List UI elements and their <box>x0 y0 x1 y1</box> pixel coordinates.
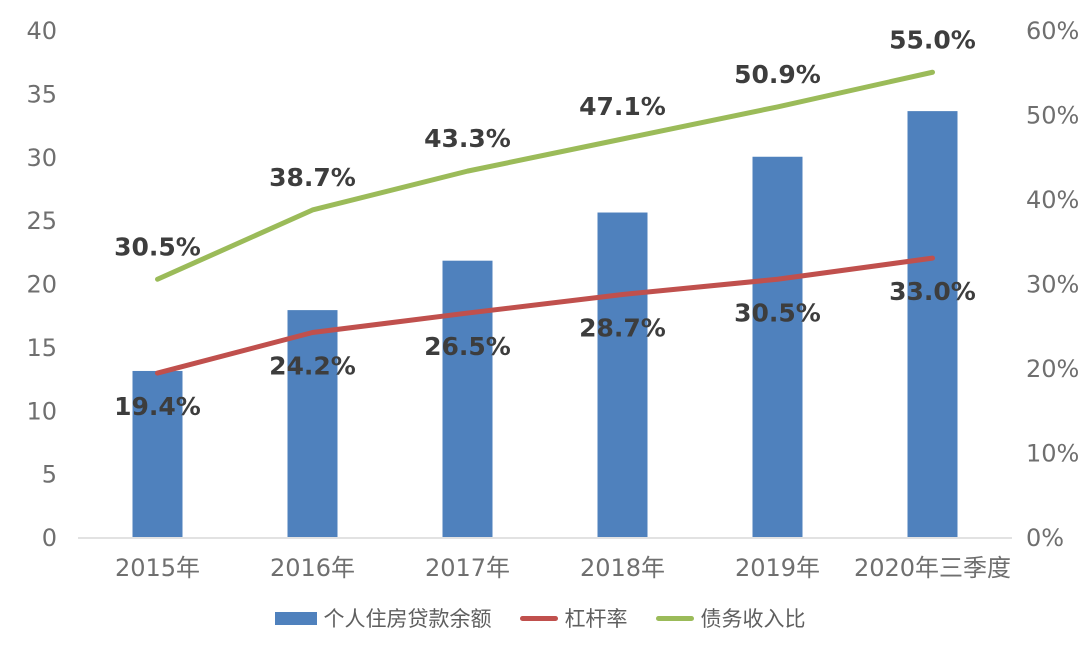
legend-swatch-leverage-ratio <box>519 615 558 621</box>
right-axis-tick-20%: 20% <box>1026 355 1079 383</box>
chart-legend: 个人住房贷款余额 杠杆率 债务收入比 <box>0 601 1080 635</box>
legend-item-debt-to-income: 债务收入比 <box>655 603 806 633</box>
legend-item-housing-loan-balance: 个人住房贷款余额 <box>274 603 492 633</box>
x-axis-label-6: 2020年三季度 <box>854 554 1011 582</box>
left-axis-tick-15: 15 <box>26 334 57 362</box>
line-debt-to-income <box>155 69 935 282</box>
right-axis-tick-0%: 0% <box>1026 524 1064 552</box>
line-leverage-ratio <box>155 255 935 376</box>
right-axis-tick-30%: 30% <box>1026 271 1079 299</box>
legend-swatch-debt-to-income <box>655 615 694 621</box>
left-axis-tick-5: 5 <box>42 461 57 489</box>
left-axis-tick-20: 20 <box>26 271 57 299</box>
data-label-debt-to-income-4: 47.1% <box>579 92 666 121</box>
data-label-leverage-ratio-6: 33.0% <box>889 277 976 306</box>
legend-label-leverage-ratio: 杠杆率 <box>564 607 628 631</box>
bar-housing-loan-balance-4 <box>597 212 648 537</box>
x-axis-label-3: 2017年 <box>425 554 510 582</box>
left-axis-tick-10: 10 <box>26 397 57 425</box>
legend-swatch-housing-loan-balance <box>274 611 317 625</box>
bar-housing-loan-balance-3 <box>442 260 493 537</box>
data-label-debt-to-income-6: 55.0% <box>889 25 976 54</box>
data-label-leverage-ratio-4: 28.7% <box>579 313 666 342</box>
bar-housing-loan-balance-6 <box>907 111 958 538</box>
data-label-debt-to-income-1: 30.5% <box>114 232 201 261</box>
data-label-debt-to-income-3: 43.3% <box>424 124 511 153</box>
data-label-leverage-ratio-5: 30.5% <box>734 298 821 327</box>
data-label-leverage-ratio-3: 26.5% <box>424 332 511 361</box>
legend-item-leverage-ratio: 杠杆率 <box>519 603 628 633</box>
legend-label-housing-loan-balance: 个人住房贷款余额 <box>323 607 492 631</box>
bar-housing-loan-balance-1 <box>132 370 183 537</box>
bar-housing-loan-balance-5 <box>752 156 803 537</box>
right-axis-tick-40%: 40% <box>1026 186 1079 214</box>
right-axis-tick-50%: 50% <box>1026 102 1079 130</box>
x-axis-label-5: 2019年 <box>735 554 820 582</box>
left-axis-tick-0: 0 <box>42 524 57 552</box>
legend-label-debt-to-income: 债务收入比 <box>700 607 806 631</box>
x-axis-label-4: 2018年 <box>580 554 665 582</box>
right-axis-tick-60%: 60% <box>1026 17 1079 45</box>
data-label-leverage-ratio-1: 19.4% <box>114 392 201 421</box>
bar-housing-loan-balance-2 <box>287 310 338 537</box>
left-axis-tick-40: 40 <box>26 17 57 45</box>
left-axis-tick-30: 30 <box>26 144 57 172</box>
left-axis-tick-25: 25 <box>26 207 57 235</box>
left-axis-tick-35: 35 <box>26 80 57 108</box>
x-axis-label-1: 2015年 <box>115 554 200 582</box>
data-label-debt-to-income-2: 38.7% <box>269 163 356 192</box>
right-axis-tick-10%: 10% <box>1026 440 1079 468</box>
x-axis-label-2: 2016年 <box>270 554 355 582</box>
data-label-leverage-ratio-2: 24.2% <box>269 352 356 381</box>
data-label-debt-to-income-5: 50.9% <box>734 60 821 89</box>
